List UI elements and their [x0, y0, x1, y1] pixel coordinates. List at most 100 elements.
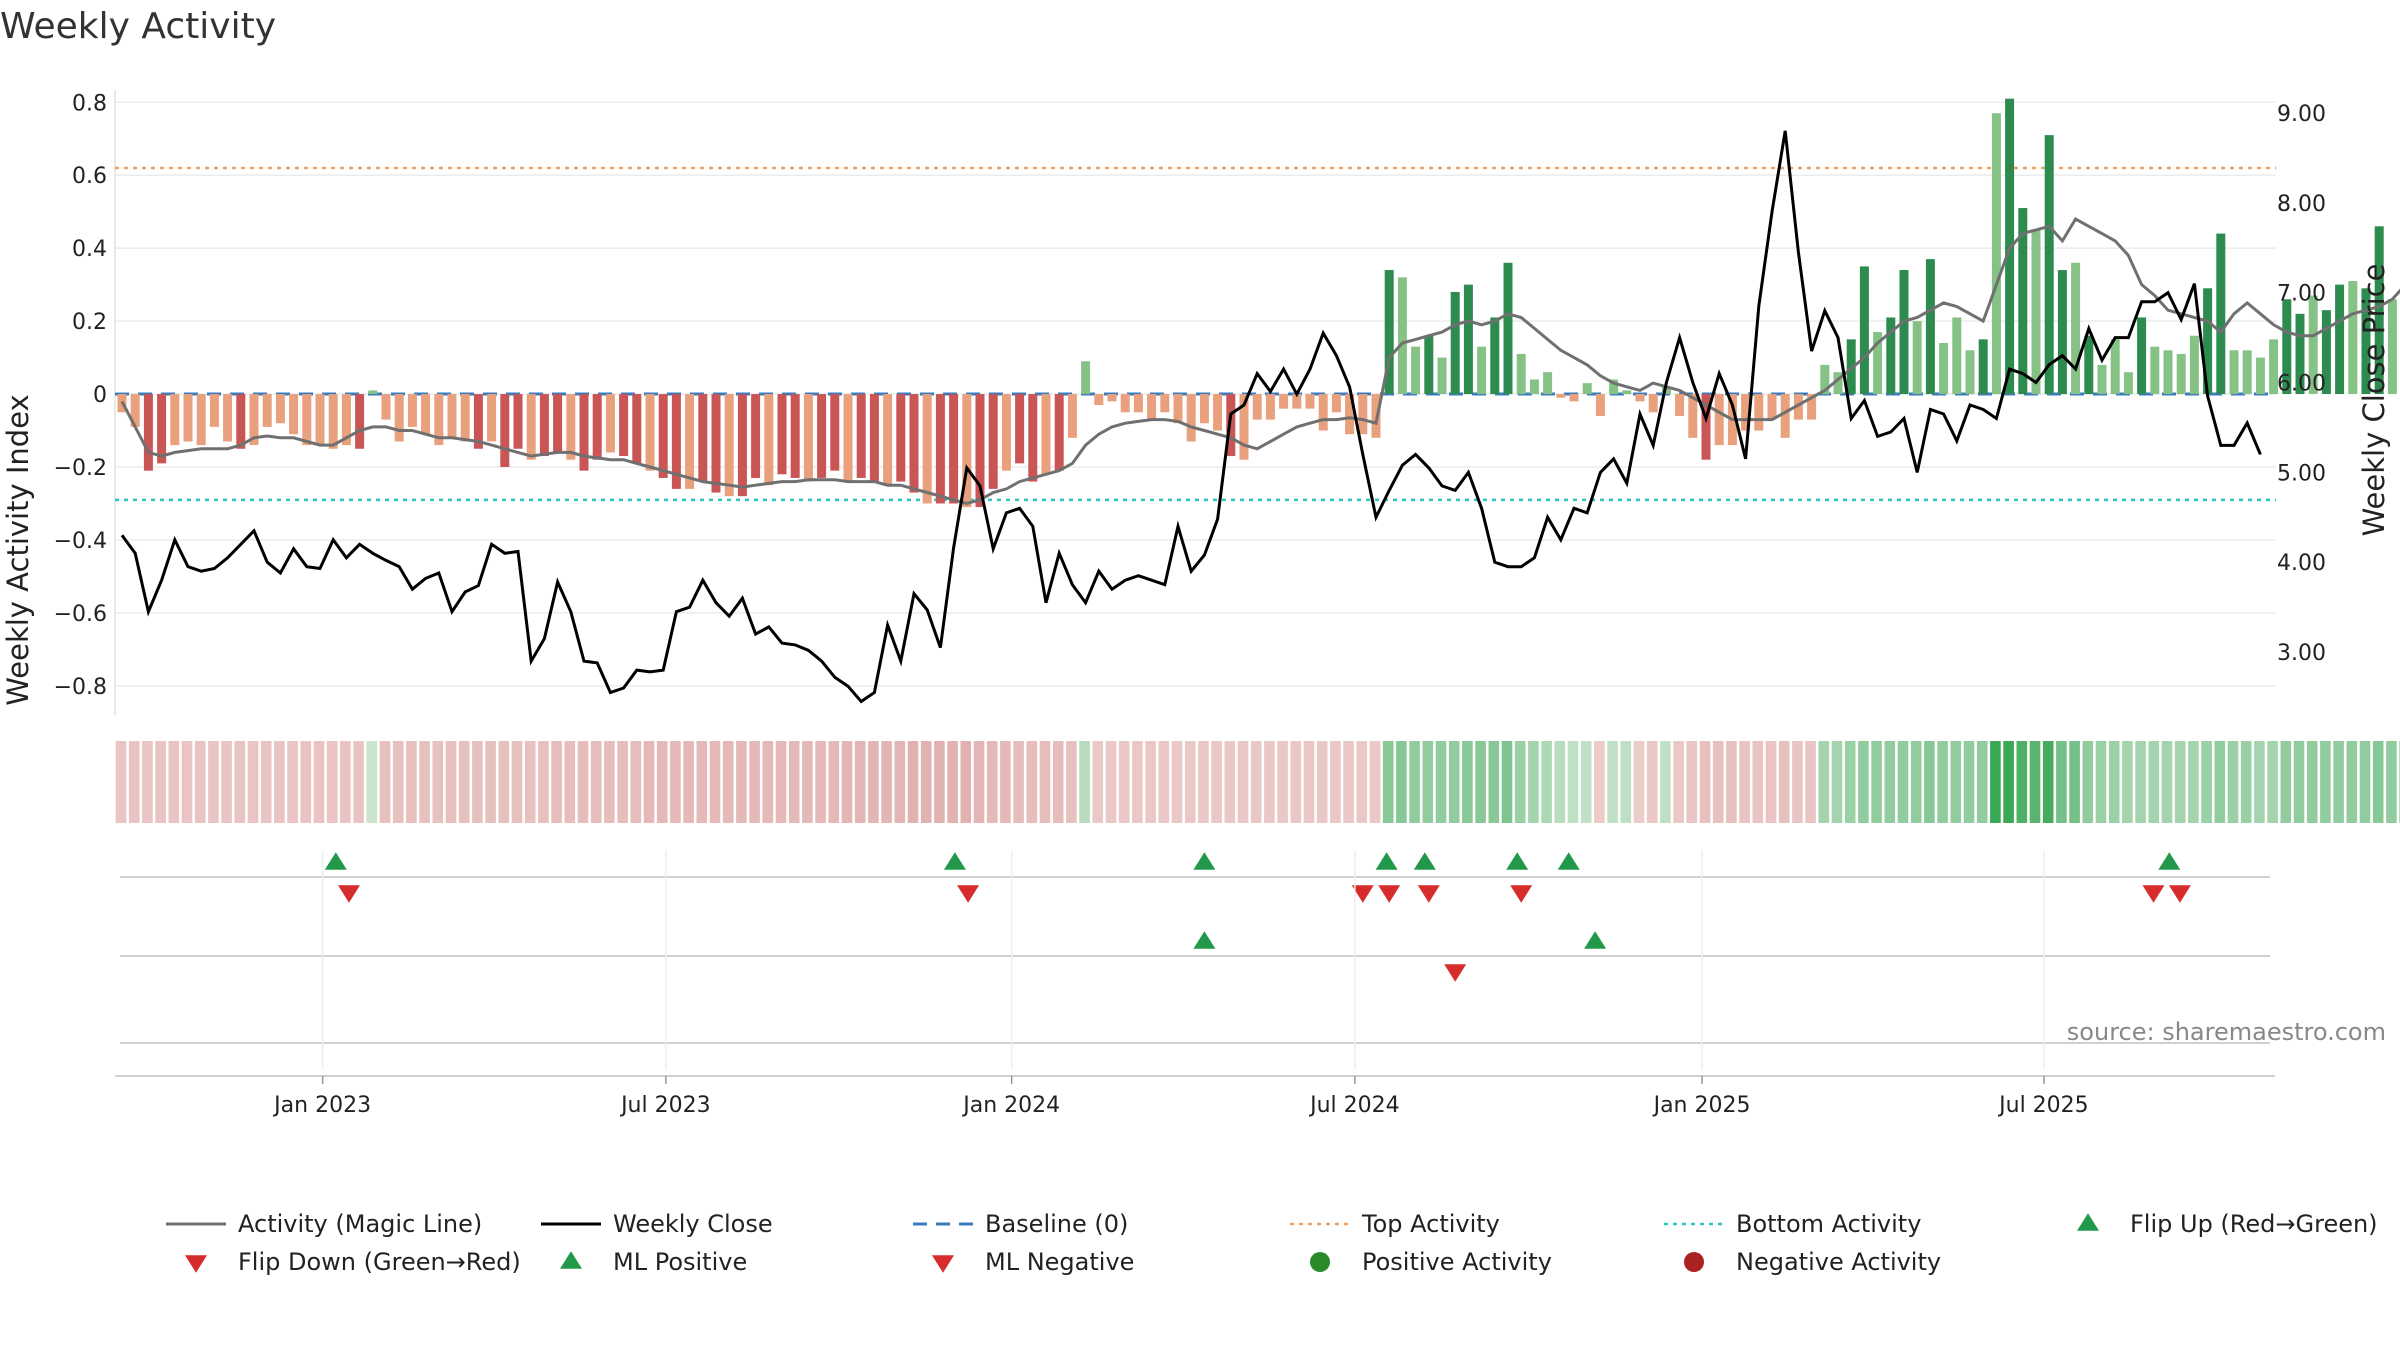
activity-bar — [1252, 394, 1262, 420]
y2-axis-label: Weekly Close Price — [2357, 264, 2391, 537]
flip-up-marker — [1506, 852, 1529, 870]
ml-negative-marker — [1444, 964, 1467, 982]
heat-band-cell — [2095, 741, 2107, 823]
heat-band-cell — [2135, 741, 2146, 823]
heat-band-cell — [300, 741, 312, 823]
x-tick-label: Jan 2023 — [272, 1093, 371, 1118]
heat-band-cell — [2333, 741, 2344, 823]
heat-band-cell — [1250, 741, 1262, 823]
activity-bar — [935, 394, 945, 504]
activity-bar — [2176, 353, 2186, 395]
heat-band-cell — [749, 741, 760, 823]
heat-band-cell — [894, 741, 906, 823]
activity-bar — [1807, 394, 1817, 420]
heat-band-cell — [1924, 741, 1935, 823]
activity-bar — [421, 394, 431, 435]
reference-lines — [115, 166, 2276, 502]
legend-item: Bottom Activity — [1664, 1210, 1921, 1238]
heat-band-cell — [2201, 741, 2212, 823]
legend-item: Top Activity — [1290, 1210, 1500, 1238]
activity-bar — [249, 394, 259, 446]
activity-bar — [1622, 390, 1632, 395]
legend-swatch-tri-down — [185, 1255, 207, 1273]
heat-band-cell — [2056, 741, 2067, 823]
activity-bar — [223, 394, 233, 442]
heat-band-cell — [1884, 741, 1896, 823]
activity-bar — [1556, 394, 1566, 398]
activity-bar — [1054, 394, 1064, 471]
activity-bar — [1015, 394, 1025, 464]
flip-up-marker — [1193, 852, 1216, 870]
activity-bar — [1001, 394, 1011, 471]
heat-band-cell — [1897, 741, 1909, 823]
activity-bar — [341, 394, 351, 446]
heat-band-cell — [458, 741, 470, 823]
activity-bar — [1873, 332, 1883, 395]
activity-bar — [447, 394, 457, 438]
activity-bar — [1279, 394, 1289, 409]
activity-bar — [883, 394, 893, 486]
heat-band-cell — [1673, 741, 1684, 823]
heat-band-cell — [1818, 741, 1830, 823]
flip-down-marker — [1351, 885, 1374, 903]
heat-band-cell — [234, 741, 246, 823]
legend-item: Baseline (0) — [913, 1210, 1128, 1238]
x-tick-label: Jan 2025 — [1652, 1093, 1751, 1118]
heat-band-cell — [1699, 741, 1711, 823]
activity-bar — [962, 394, 972, 508]
activity-bar — [1305, 394, 1315, 409]
heat-band-cell — [630, 741, 642, 823]
y2-tick-label: 7.00 — [2277, 282, 2326, 307]
series-lines — [120, 130, 2400, 704]
activity-bar — [658, 394, 668, 478]
heat-band-cell — [1963, 741, 1975, 823]
heat-band-cell — [1858, 741, 1869, 823]
activity-bar — [1793, 394, 1803, 420]
heat-band-cell — [947, 741, 958, 823]
activity-bar — [645, 394, 655, 471]
heat-band-cell — [445, 741, 457, 823]
heat-band-cell — [1330, 741, 1341, 823]
heat-band-cell — [1660, 741, 1671, 823]
heat-band-cell — [1171, 741, 1183, 823]
y2-tick-label: 3.00 — [2277, 641, 2326, 666]
heat-band-cell — [1765, 741, 1777, 823]
heat-band-cell — [643, 741, 655, 823]
activity-bar — [803, 394, 813, 482]
heat-band-cell — [498, 741, 510, 823]
flip-up-marker — [1413, 852, 1436, 870]
legend-label: Weekly Close — [613, 1210, 773, 1238]
activity-bar — [526, 394, 536, 460]
activity-bar — [2295, 313, 2305, 395]
activity-bar — [843, 394, 853, 482]
heat-band-cell — [1356, 741, 1368, 823]
legend-label: ML Negative — [985, 1248, 1134, 1276]
heat-band-cell — [617, 741, 628, 823]
heat-band-cell — [1990, 741, 2001, 823]
legend-item: Positive Activity — [1310, 1248, 1552, 1276]
activity-bars — [117, 98, 2397, 508]
heat-band-cell — [1092, 741, 1104, 823]
y-tick-label: −0.4 — [54, 529, 107, 554]
heat-band-cell — [2188, 741, 2199, 823]
grid-lines — [114, 90, 2276, 715]
heat-band-cell — [1448, 741, 1460, 823]
heat-band-cell — [577, 741, 589, 823]
activity-bar — [196, 394, 206, 446]
activity-bar — [1199, 394, 1209, 424]
heat-band-cell — [1052, 741, 1064, 823]
activity-bar — [988, 394, 998, 489]
heat-band-cell — [1633, 741, 1645, 823]
heat-band-cell — [2320, 741, 2331, 823]
flip-down-marker — [2142, 885, 2165, 903]
activity-bar — [1384, 270, 1394, 395]
activity-bar — [1648, 394, 1658, 413]
activity-bar — [1516, 353, 1526, 395]
activity-bar — [1609, 379, 1619, 395]
y-tick-label: −0.8 — [54, 675, 107, 700]
heat-band-cell — [1805, 741, 1816, 823]
chart-title: Weekly Activity — [0, 6, 277, 47]
heat-band-cell — [1198, 741, 1209, 823]
heat-band-cell — [868, 741, 879, 823]
activity-bar — [381, 394, 391, 420]
